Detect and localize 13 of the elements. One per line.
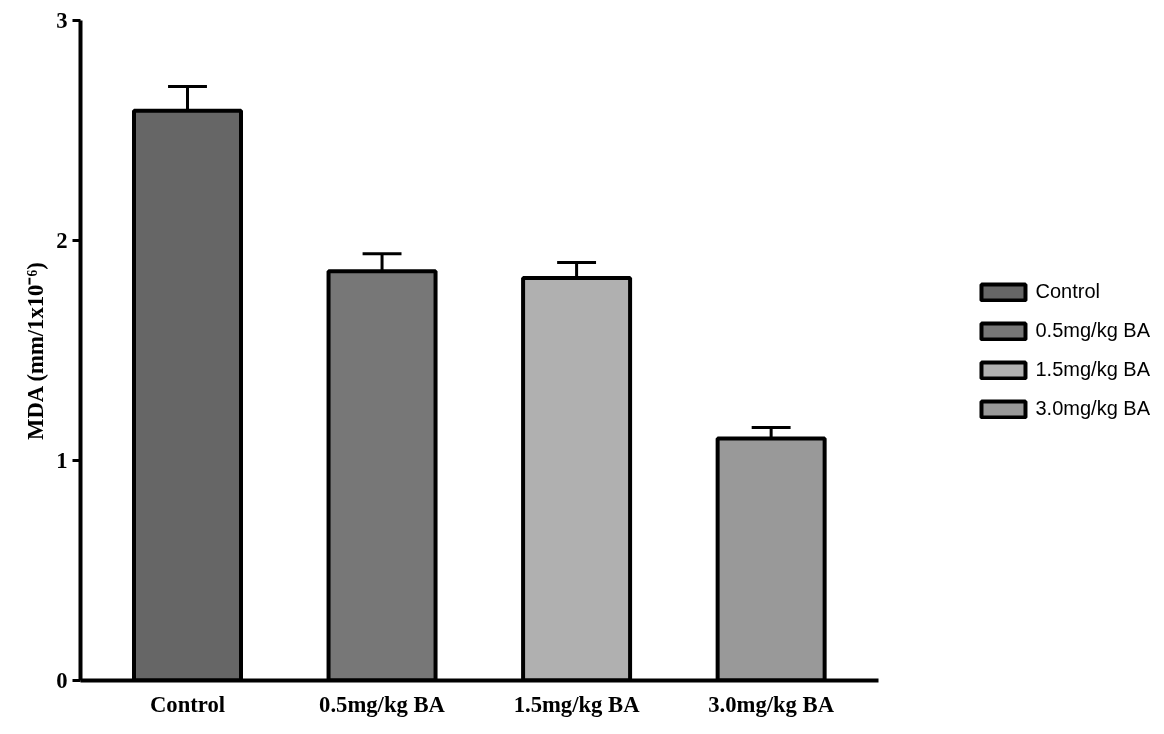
legend-label: 1.5mg/kg BA [1035,358,1150,381]
legend-label: Control [1035,280,1100,303]
y-axis-title: MDA (mm/1x10⁻⁶) [23,262,49,440]
x-tick-label: 1.5mg/kg BA [513,691,641,717]
legend-label: 3.0mg/kg BA [1035,397,1150,420]
x-tick-label: 3.0mg/kg BA [708,691,835,717]
y-tick-label: 3 [56,8,68,33]
legend-label: 0.5mg/kg BA [1035,319,1150,342]
x-tick-label: Control [149,691,226,717]
x-tick-label: 0.5mg/kg BA [319,691,446,717]
y-tick-label: 1 [56,448,68,473]
y-tick-label: 2 [56,228,68,253]
y-tick-label: 0 [56,668,68,693]
